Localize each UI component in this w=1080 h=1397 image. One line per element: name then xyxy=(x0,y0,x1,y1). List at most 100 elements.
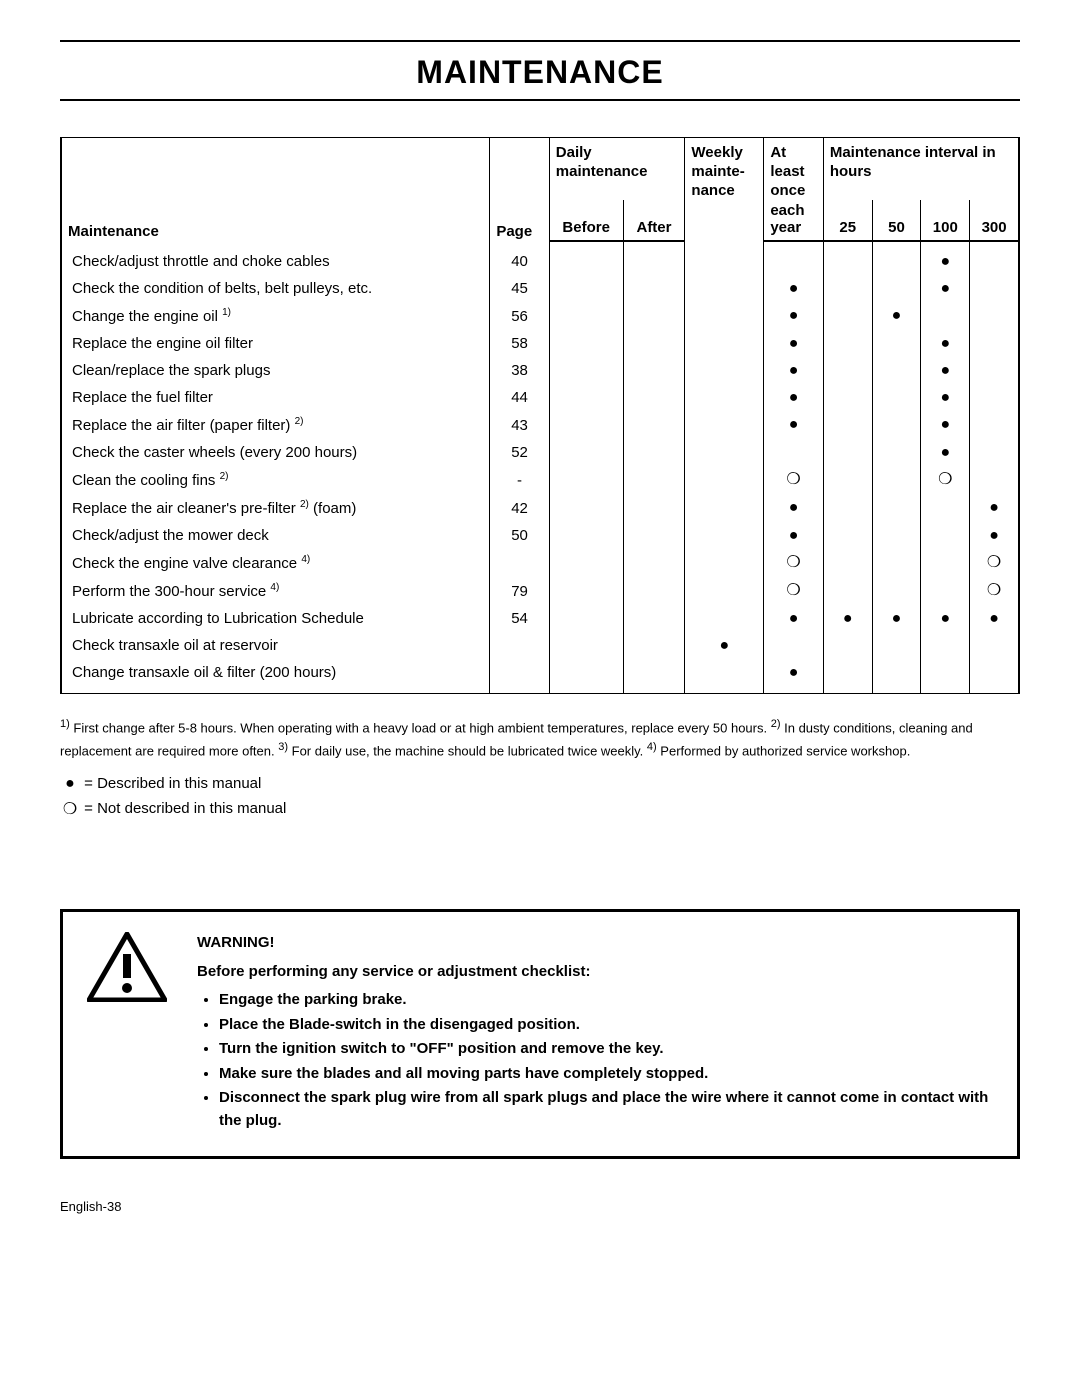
hdr-300: 300 xyxy=(970,200,1019,241)
cell xyxy=(921,577,970,605)
cell: ● xyxy=(921,275,970,302)
cell xyxy=(549,384,623,411)
cell: ● xyxy=(970,605,1019,632)
hdr-interval: Maintenance interval in hours xyxy=(823,138,1018,200)
cell: ● xyxy=(970,494,1019,522)
cell xyxy=(872,275,921,302)
hdr-100: 100 xyxy=(921,200,970,241)
cell xyxy=(921,659,970,693)
cell: ❍ xyxy=(970,577,1019,605)
cell: Check/adjust the mower deck xyxy=(62,522,490,549)
cell xyxy=(872,549,921,577)
cell xyxy=(970,357,1019,384)
cell xyxy=(490,632,549,659)
table-row: Check transaxle oil at reservoir● xyxy=(62,632,1019,659)
cell: 58 xyxy=(490,330,549,357)
cell xyxy=(921,549,970,577)
cell: ● xyxy=(921,357,970,384)
cell xyxy=(549,659,623,693)
hdr-before: Before xyxy=(549,200,623,241)
table-row: Change transaxle oil & filter (200 hours… xyxy=(62,659,1019,693)
cell: ● xyxy=(764,411,823,439)
cell xyxy=(872,632,921,659)
cell xyxy=(549,302,623,330)
cell: 52 xyxy=(490,439,549,466)
cell: Lubricate according to Lubrication Sched… xyxy=(62,605,490,632)
cell xyxy=(623,439,685,466)
cell xyxy=(623,577,685,605)
cell xyxy=(685,275,764,302)
cell: ● xyxy=(764,384,823,411)
cell xyxy=(823,577,872,605)
cell xyxy=(970,659,1019,693)
cell: ❍ xyxy=(764,466,823,494)
cell: - xyxy=(490,466,549,494)
legend-hollow-text: = Not described in this manual xyxy=(80,800,286,817)
cell xyxy=(549,466,623,494)
cell xyxy=(623,494,685,522)
cell xyxy=(685,577,764,605)
warning-item: Turn the ignition switch to "OFF" positi… xyxy=(219,1038,993,1061)
warning-item: Disconnect the spark plug wire from all … xyxy=(219,1087,993,1132)
cell xyxy=(921,632,970,659)
cell xyxy=(549,522,623,549)
cell xyxy=(623,605,685,632)
cell: Replace the fuel filter xyxy=(62,384,490,411)
cell xyxy=(623,241,685,275)
cell xyxy=(623,357,685,384)
cell xyxy=(823,411,872,439)
cell xyxy=(685,439,764,466)
hdr-yearly-bottom: each year xyxy=(764,200,823,241)
warning-text: WARNING! Before performing any service o… xyxy=(197,932,993,1134)
hollow-dot-icon: ❍ xyxy=(60,799,80,819)
cell xyxy=(970,384,1019,411)
cell: ● xyxy=(764,330,823,357)
warning-icon xyxy=(87,932,167,1002)
warning-item: Place the Blade-switch in the disengaged… xyxy=(219,1014,993,1037)
cell xyxy=(921,302,970,330)
cell xyxy=(970,302,1019,330)
cell xyxy=(623,522,685,549)
cell xyxy=(685,302,764,330)
cell xyxy=(549,330,623,357)
table-row: Check/adjust throttle and choke cables40… xyxy=(62,241,1019,275)
table-row: Replace the engine oil filter58●● xyxy=(62,330,1019,357)
fn4-sup: 4) xyxy=(647,741,657,753)
table-row: Clean the cooling fins 2)-❍❍ xyxy=(62,466,1019,494)
warning-item: Make sure the blades and all moving part… xyxy=(219,1063,993,1086)
hdr-yearly-top: At least once xyxy=(764,138,823,200)
cell: ● xyxy=(823,605,872,632)
cell: Replace the engine oil filter xyxy=(62,330,490,357)
cell xyxy=(872,659,921,693)
cell xyxy=(685,241,764,275)
hdr-50: 50 xyxy=(872,200,921,241)
page-title: MAINTENANCE xyxy=(60,54,1020,91)
cell: Check the condition of belts, belt pulle… xyxy=(62,275,490,302)
warning-item: Engage the parking brake. xyxy=(219,989,993,1012)
hdr-after: After xyxy=(623,200,685,241)
cell: ● xyxy=(685,632,764,659)
cell: ● xyxy=(921,241,970,275)
fn3-sup: 3) xyxy=(278,741,288,753)
maintenance-table-wrap: Maintenance Page Daily maintenance Weekl… xyxy=(60,137,1020,694)
table-row: Perform the 300-hour service 4)79❍❍ xyxy=(62,577,1019,605)
cell xyxy=(623,659,685,693)
cell xyxy=(872,330,921,357)
cell xyxy=(685,659,764,693)
cell xyxy=(823,494,872,522)
cell xyxy=(685,605,764,632)
cell xyxy=(549,275,623,302)
cell: 42 xyxy=(490,494,549,522)
cell xyxy=(549,632,623,659)
cell xyxy=(685,466,764,494)
cell: ● xyxy=(921,384,970,411)
cell xyxy=(764,632,823,659)
cell xyxy=(623,302,685,330)
cell xyxy=(970,275,1019,302)
cell xyxy=(685,522,764,549)
fn2-sup: 2) xyxy=(771,718,781,730)
cell: ● xyxy=(764,605,823,632)
cell: Check the engine valve clearance 4) xyxy=(62,549,490,577)
cell xyxy=(970,632,1019,659)
rule-bottom xyxy=(60,99,1020,101)
